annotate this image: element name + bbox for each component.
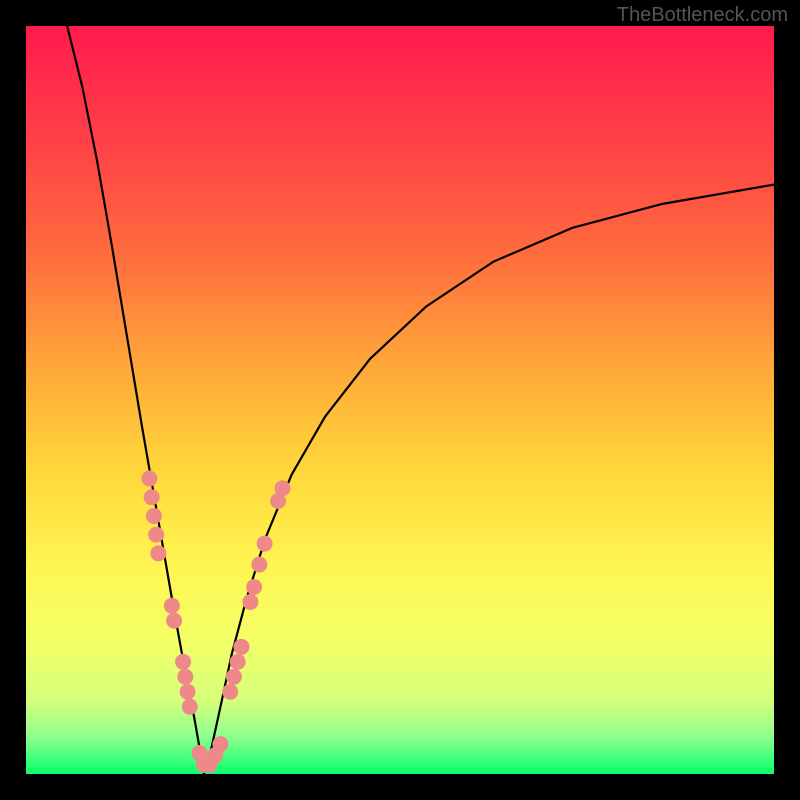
- highlight-dot: [230, 654, 246, 670]
- highlight-dot: [177, 669, 193, 685]
- highlight-dot: [251, 557, 267, 573]
- bottleneck-chart: [26, 26, 774, 774]
- watermark-text: TheBottleneck.com: [617, 4, 788, 27]
- highlight-dot: [164, 598, 180, 614]
- highlight-dot: [257, 536, 273, 552]
- highlight-dot: [222, 684, 238, 700]
- highlight-dot: [180, 684, 196, 700]
- highlight-dot: [212, 736, 228, 752]
- highlight-dot: [144, 489, 160, 505]
- highlight-dot: [226, 669, 242, 685]
- highlight-dot: [146, 508, 162, 524]
- highlight-dot: [150, 545, 166, 561]
- highlight-dot: [141, 471, 157, 487]
- chart-svg: [26, 26, 774, 774]
- highlight-dot: [246, 579, 262, 595]
- highlight-dot: [182, 699, 198, 715]
- highlight-dot: [242, 594, 258, 610]
- highlight-dot: [275, 480, 291, 496]
- highlight-dot: [148, 527, 164, 543]
- highlight-dot: [175, 654, 191, 670]
- highlight-dot: [233, 639, 249, 655]
- highlight-dot: [166, 613, 182, 629]
